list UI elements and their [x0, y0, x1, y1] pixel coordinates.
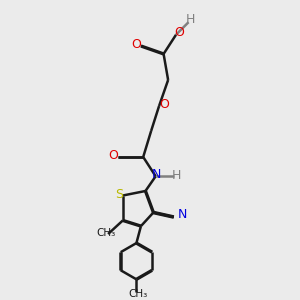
Text: H: H [172, 169, 181, 182]
Text: H: H [186, 14, 195, 26]
Text: CH₃: CH₃ [128, 289, 147, 299]
Text: N: N [178, 208, 188, 221]
Text: N: N [152, 168, 161, 181]
Text: S: S [115, 188, 123, 201]
Text: CH₃: CH₃ [96, 228, 116, 238]
Text: O: O [175, 26, 184, 39]
Text: O: O [159, 98, 169, 111]
Text: O: O [131, 38, 141, 51]
Text: O: O [108, 149, 118, 162]
